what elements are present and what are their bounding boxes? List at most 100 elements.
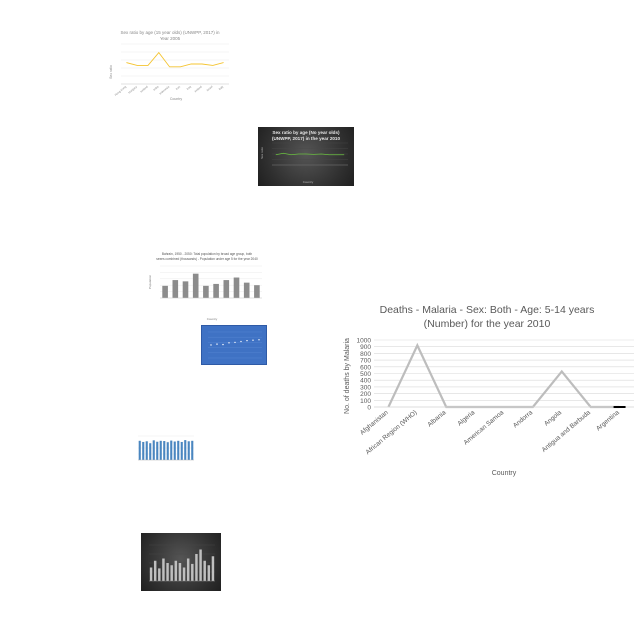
chart-title-line2: Year 2005 (160, 36, 181, 41)
plot-area (208, 331, 262, 359)
x-tick-label: African Region (WHO) (365, 409, 419, 456)
bar (172, 280, 179, 298)
point (234, 341, 236, 344)
x-axis-label: Country (492, 470, 517, 477)
point (216, 343, 218, 345)
x-tick-label: Ireland (194, 84, 203, 93)
y-tick-label: 400 (360, 378, 371, 385)
x-tick-label: Hong Kong (114, 84, 128, 96)
point (246, 339, 248, 342)
bar (233, 277, 240, 298)
bar (173, 441, 176, 460)
series-line (275, 152, 345, 156)
bar (170, 440, 173, 460)
thumb-chart-blue-scatter (201, 325, 267, 365)
bar (166, 442, 169, 460)
series-line (126, 51, 224, 68)
x-tick-label: Antigua and Barbuda (541, 409, 593, 454)
bar (149, 443, 152, 460)
thumb-chart-dark-bars (141, 533, 221, 591)
thumb-chart-sex-ratio-2005: Sex ratio by age (15 year olds) (UNWPP, … (106, 28, 234, 102)
chart-title-line1: Sex ratio by age (No year olds) (272, 130, 340, 135)
y-axis-label: Sex ratio (109, 65, 113, 79)
x-tick-label: Argentina (595, 409, 621, 432)
bar (162, 285, 168, 298)
x-tick-label: Andorra (512, 409, 535, 429)
x-tick-label: Italy (218, 84, 225, 91)
y-tick-label: 1000 (357, 338, 372, 345)
y-tick-label: 700 (360, 358, 371, 365)
thumb-chart-sex-ratio-2010: Sex ratio by age (No year olds) (UNWPP, … (258, 127, 354, 186)
bar (182, 281, 189, 298)
bar (254, 285, 260, 298)
bar (191, 440, 194, 460)
bar (223, 280, 230, 298)
thumb-chart-blue-bars (130, 430, 198, 470)
y-axis-label: Sex ratio (260, 147, 264, 159)
y-axis-label: Population (148, 275, 152, 290)
plot-area (272, 142, 348, 166)
x-tick-label: Hungary (127, 84, 138, 94)
bar (180, 442, 183, 460)
bar (149, 567, 153, 581)
bar (142, 442, 145, 460)
y-tick-label: 100 (360, 398, 371, 405)
y-tick-label: 900 (360, 344, 371, 351)
y-tick-label: 600 (360, 364, 371, 371)
bar (243, 282, 250, 298)
chart-svg: Sex ratio by age (No year olds) (UNWPP, … (260, 130, 348, 184)
bar (199, 549, 202, 581)
bar (170, 565, 173, 581)
bar (145, 441, 148, 460)
x-tick-label: Indonesia (158, 84, 170, 95)
chart-title-line1: Sex ratio by age (15 year olds) (UNWPP, … (121, 30, 220, 35)
plot-area: 01002003004005006007008009001000Afghanis… (357, 338, 634, 456)
bar (166, 563, 169, 581)
bar (156, 441, 159, 460)
chart-svg (149, 544, 215, 582)
bar (163, 441, 166, 460)
y-tick-label: 200 (360, 391, 371, 398)
bar (184, 440, 187, 460)
bar (177, 440, 180, 460)
bar (192, 273, 199, 298)
bar (195, 554, 198, 581)
point (240, 340, 242, 343)
y-tick-label: 500 (360, 371, 371, 378)
bar (174, 560, 178, 581)
x-axis-label: Country (170, 97, 183, 101)
main-chart-malaria-deaths: Deaths - Malaria - Sex: Both - Age: 5-14… (336, 296, 640, 486)
chart-svg (208, 331, 262, 359)
chart-title-line2: (UNWPP, 2017) in the year 2010 (272, 136, 341, 141)
x-tick-label: Iran (175, 84, 182, 90)
point (252, 339, 254, 341)
x-tick-label: Iceland (139, 84, 149, 93)
x-tick-label: Albania (426, 409, 447, 429)
y-tick-label: 300 (360, 384, 371, 391)
point (228, 342, 230, 344)
chart-title-line1: Deaths - Malaria - Sex: Both - Age: 5-14… (380, 304, 595, 316)
y-axis-label: No. of deaths by Malaria (344, 338, 351, 414)
x-tick-label: Angola (543, 409, 563, 428)
plot-area (149, 544, 215, 582)
bar (159, 440, 162, 460)
plot-area (160, 265, 262, 299)
point (210, 344, 212, 346)
chart-svg: Sex ratio by age (15 year olds) (UNWPP, … (109, 30, 229, 101)
point (222, 343, 224, 346)
chart-title-line2: (Number) for the year 2010 (424, 318, 551, 330)
chart-svg: Bahrain, 1950 - 2050: Total population b… (148, 252, 262, 321)
x-tick-label: India (152, 84, 160, 91)
bar (203, 560, 206, 581)
plot-area (138, 435, 194, 461)
y-tick-label: 0 (367, 405, 371, 412)
chart-svg: Deaths - Malaria - Sex: Both - Age: 5-14… (344, 304, 634, 477)
bar (152, 440, 155, 460)
bar (187, 441, 190, 460)
x-axis-label: Country (207, 317, 218, 321)
bar (162, 558, 165, 581)
bar (153, 560, 157, 581)
series-line (387, 342, 620, 409)
bar (203, 285, 209, 298)
